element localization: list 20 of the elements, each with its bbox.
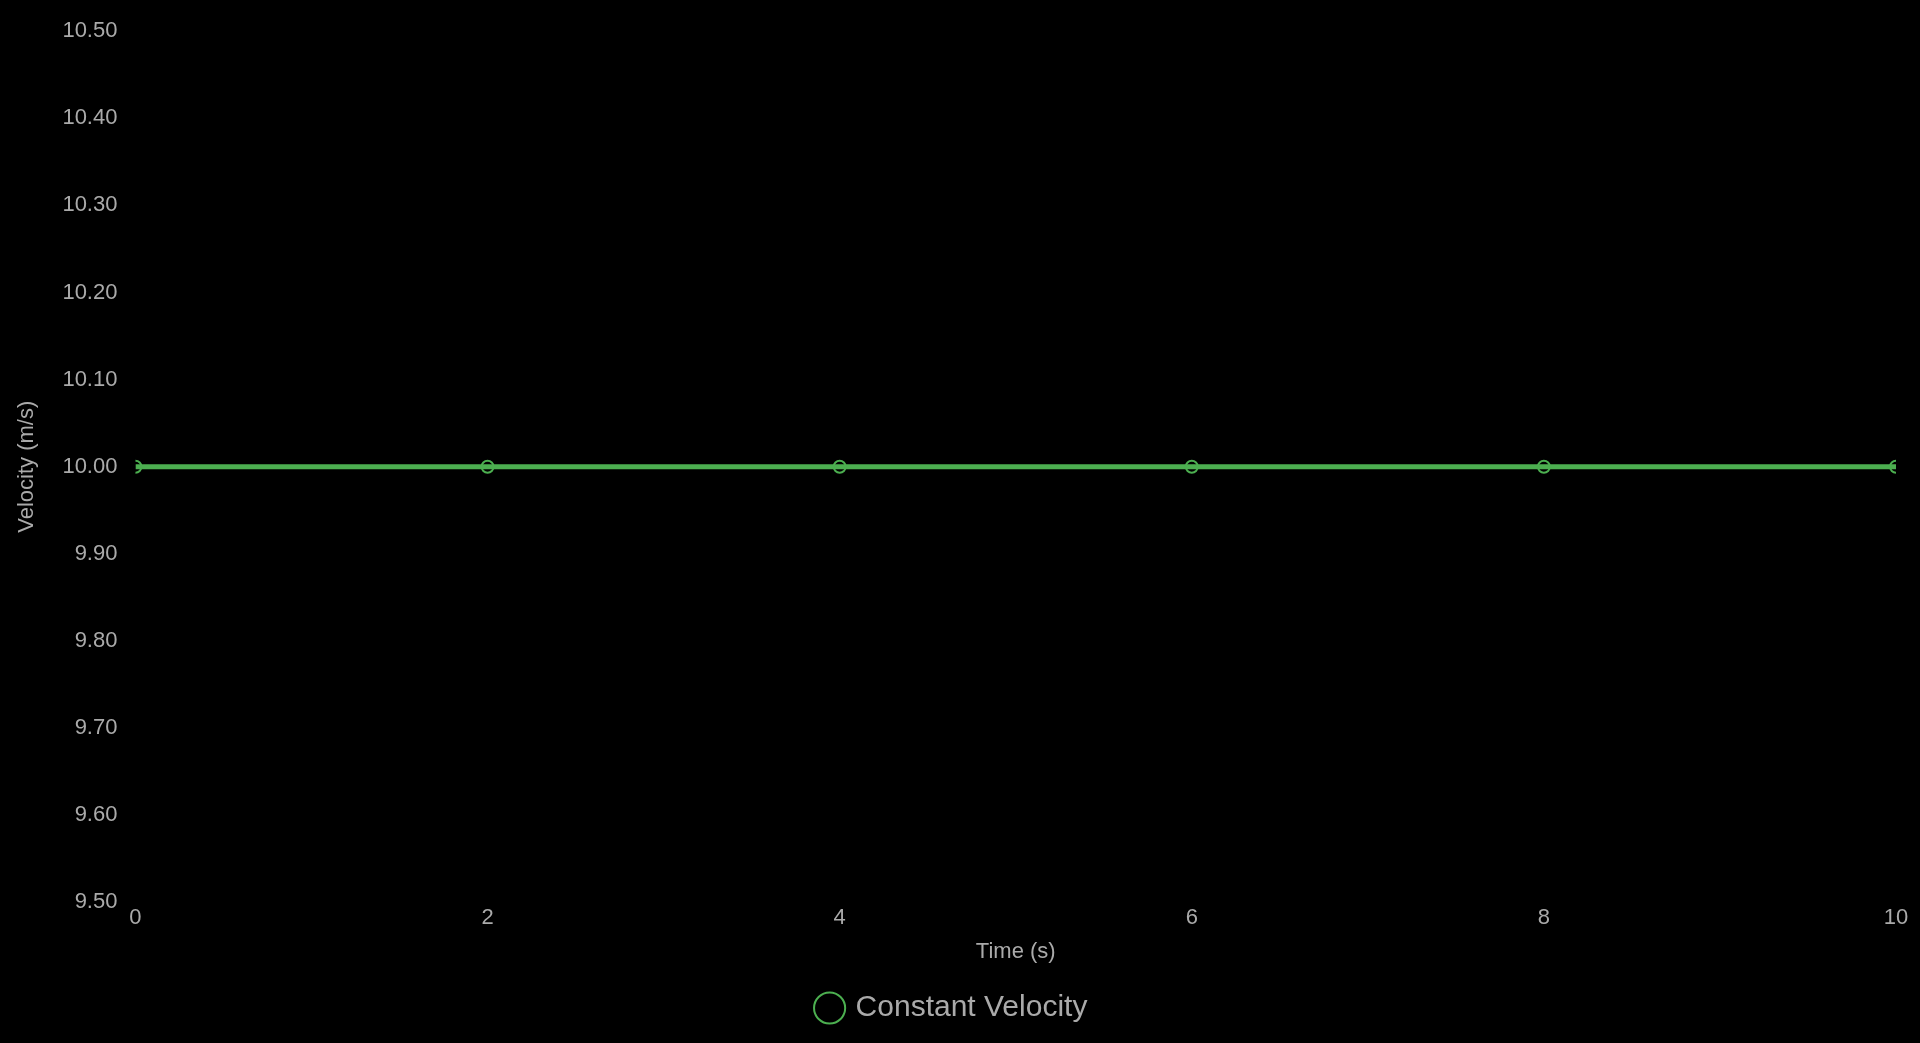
y-tick-label: 10.10 [62,365,118,391]
y-tick-label: 10.40 [62,104,118,130]
x-tick-label: 4 [833,904,846,930]
x-tick-label: 6 [1185,904,1198,930]
y-tick-label: 10.30 [62,191,118,217]
x-tick-label: 8 [1537,904,1551,930]
y-tick-label: 9.70 [74,714,118,740]
y-tick-label: 10.50 [62,17,118,43]
y-tick-label: 10.20 [62,278,118,304]
y-tick-label: 10.00 [62,452,118,478]
legend-label: Constant Velocity [855,989,1088,1023]
x-tick-label: 2 [481,904,494,930]
y-axis-title: Velocity (m/s) [13,400,39,533]
x-tick-label: 10 [1883,904,1909,930]
y-tick-label: 9.90 [74,539,118,565]
y-tick-label: 9.80 [74,626,118,652]
y-tick-label: 9.50 [74,888,118,914]
x-tick-label: 0 [129,904,142,930]
y-tick-label: 9.60 [74,801,118,827]
x-axis-title: Time (s) [975,937,1056,963]
